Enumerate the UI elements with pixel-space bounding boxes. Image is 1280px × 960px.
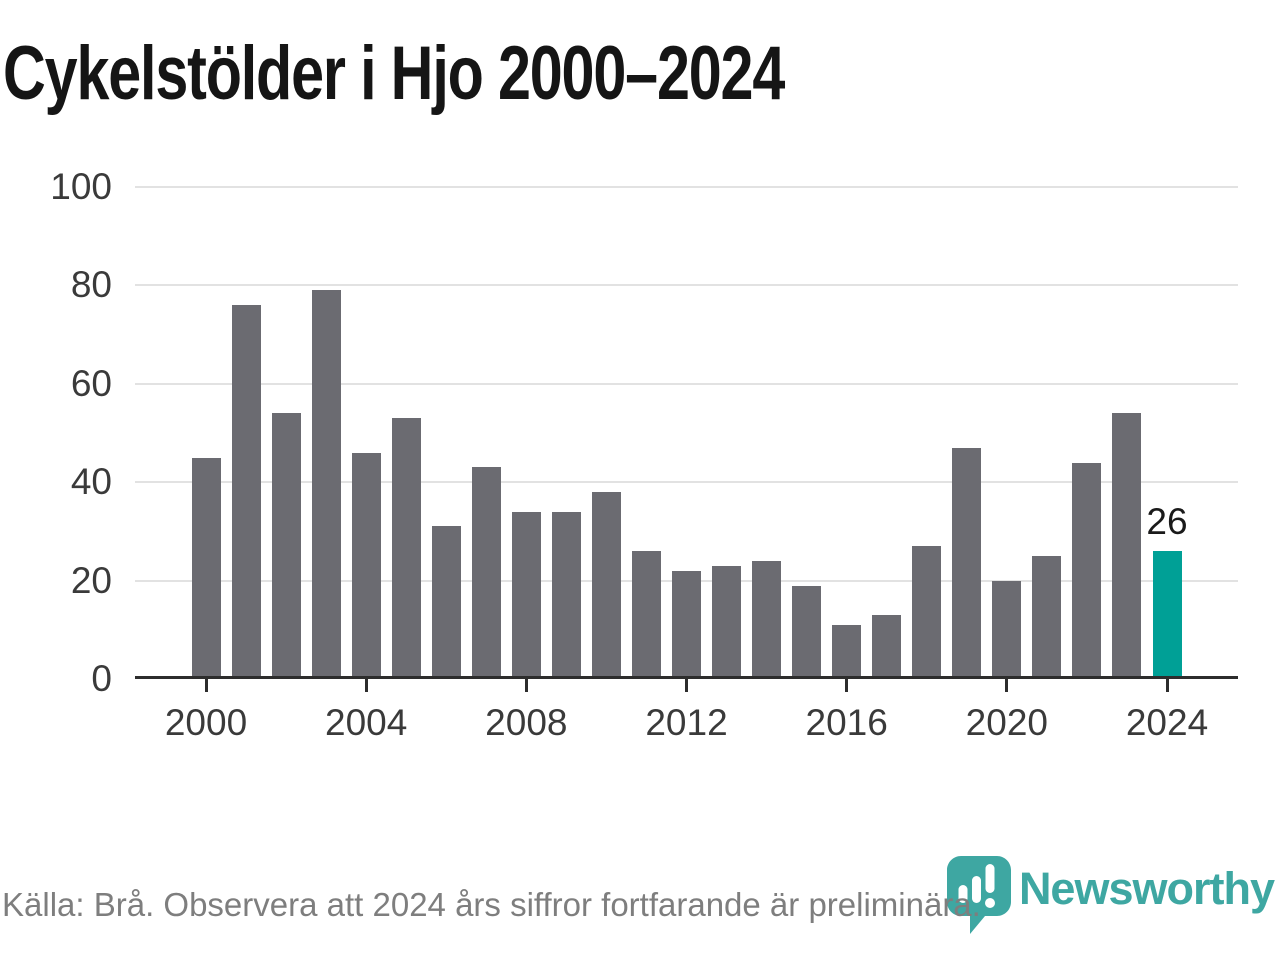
bar-chart-speech-bubble-icon <box>946 855 1012 940</box>
bar-2001 <box>231 305 261 679</box>
x-axis-line <box>135 676 1238 679</box>
bar-2020 <box>992 580 1022 679</box>
x-tick-label-2012: 2012 <box>645 702 728 743</box>
y-tick-label: 100 <box>50 166 112 207</box>
x-tick-2024 <box>1165 679 1169 692</box>
bar-2004 <box>351 452 381 679</box>
bar-2005 <box>391 418 421 679</box>
gridline-y-60 <box>135 382 1238 385</box>
newsworthy-logo: Newsworthy <box>946 855 1275 940</box>
x-tick-label-2000: 2000 <box>164 702 248 743</box>
bar-2023 <box>1112 413 1142 679</box>
x-tick-label-2008: 2008 <box>485 702 568 743</box>
gridline-y-40 <box>135 481 1238 484</box>
x-tick-2012 <box>685 679 688 692</box>
gridline-y-100 <box>135 186 1238 188</box>
bar-2021 <box>1032 556 1062 679</box>
highlight-value-label: 26 <box>1146 501 1188 543</box>
bar-2018 <box>912 546 942 679</box>
bar-2003 <box>311 290 341 679</box>
x-tick-label-2024: 2024 <box>1125 702 1209 743</box>
bar-2015 <box>792 585 822 679</box>
bar-2024 <box>1152 551 1182 679</box>
bar-2016 <box>832 624 862 679</box>
chart-title: Cykelstölder i Hjo 2000–2024 <box>3 31 785 116</box>
source-note: Källa: Brå. Observera att 2024 års siffr… <box>2 886 981 923</box>
x-tick-2020 <box>1005 679 1009 692</box>
bar-2000 <box>191 457 221 679</box>
bar-2022 <box>1072 462 1102 679</box>
y-tick-label: 0 <box>91 658 112 699</box>
x-tick-label-2004: 2004 <box>325 702 408 743</box>
bar-2010 <box>591 492 621 679</box>
bar-2008 <box>511 511 541 679</box>
plot-area: 26 <box>135 186 1238 679</box>
x-tick-2000 <box>204 679 208 692</box>
bar-2017 <box>872 615 902 679</box>
x-tick-label-2016: 2016 <box>805 702 888 743</box>
y-tick-label: 40 <box>70 461 112 503</box>
bar-2019 <box>952 447 982 679</box>
bar-2012 <box>672 570 701 679</box>
bar-2011 <box>631 551 661 679</box>
bar-2013 <box>712 565 742 679</box>
y-tick-label: 60 <box>70 362 112 404</box>
x-tick-label-2020: 2020 <box>965 702 1048 743</box>
bar-2006 <box>431 526 461 679</box>
y-tick-label: 20 <box>70 559 112 601</box>
brand-wordmark: Newsworthy <box>1018 863 1275 914</box>
bar-2009 <box>551 511 581 679</box>
gridline-y-80 <box>135 284 1238 287</box>
x-tick-2008 <box>524 679 528 692</box>
x-tick-2004 <box>364 679 368 692</box>
x-tick-2016 <box>845 679 849 692</box>
bar-2002 <box>271 413 301 679</box>
bar-2014 <box>752 560 782 679</box>
y-tick-label: 80 <box>70 264 112 306</box>
bar-2007 <box>471 467 501 679</box>
